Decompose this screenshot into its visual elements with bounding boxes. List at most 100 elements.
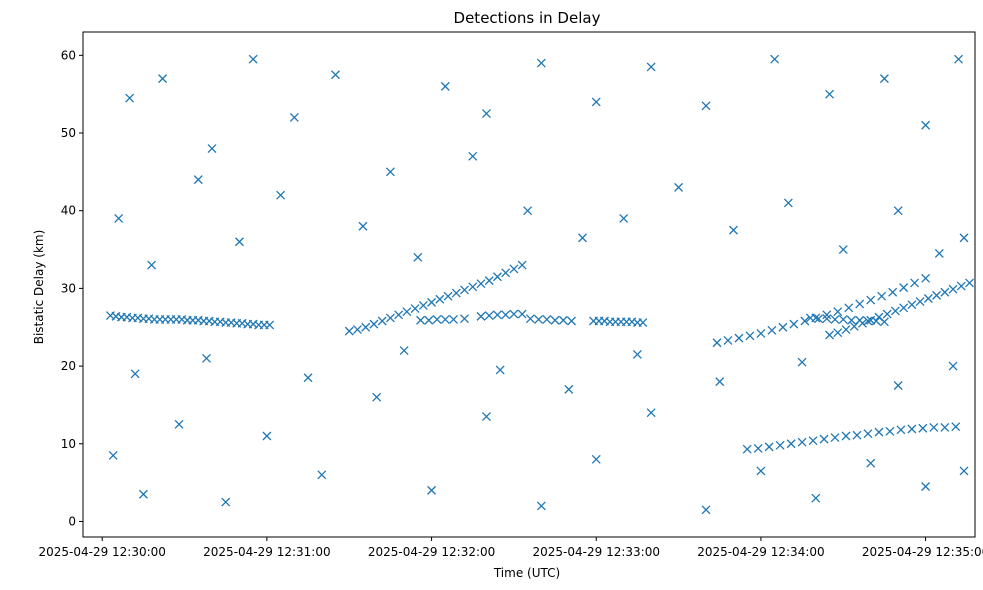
- detection-point: [940, 422, 950, 432]
- detection-point: [822, 314, 832, 324]
- detection-point: [830, 315, 840, 324]
- detection-point: [476, 311, 486, 321]
- detection-point: [262, 431, 272, 441]
- detection-point: [888, 287, 898, 297]
- detection-point: [427, 485, 437, 495]
- detection-point: [847, 315, 856, 325]
- detection-point: [344, 326, 354, 336]
- detection-point: [742, 444, 752, 454]
- detection-point: [756, 466, 766, 476]
- detection-point: [476, 279, 486, 289]
- detection-point: [770, 54, 780, 64]
- detection-point: [879, 317, 889, 327]
- detection-point: [440, 315, 450, 324]
- detection-point: [838, 245, 848, 254]
- detection-point: [646, 408, 656, 418]
- detection-point: [729, 225, 738, 235]
- detection-point: [948, 361, 958, 371]
- detection-point: [932, 290, 942, 300]
- detection-point: [893, 381, 903, 390]
- detection-point: [591, 97, 601, 107]
- detection-point: [536, 58, 546, 68]
- detection-point: [492, 310, 502, 320]
- detection-point: [468, 282, 478, 292]
- y-tick-label: 60: [61, 48, 76, 62]
- detection-point: [402, 307, 412, 317]
- detection-point: [468, 151, 478, 161]
- detection-point: [578, 233, 587, 243]
- detection-point: [525, 314, 535, 324]
- detection-point: [202, 353, 211, 363]
- detection-point: [852, 430, 862, 440]
- detection-point: [940, 287, 950, 297]
- detection-point: [108, 450, 118, 460]
- detection-point: [899, 283, 909, 293]
- detection-point: [361, 322, 371, 332]
- detection-point: [701, 505, 711, 515]
- detection-point: [481, 109, 491, 119]
- detection-point: [775, 440, 785, 450]
- detection-point: [822, 310, 832, 320]
- detection-point: [509, 309, 519, 319]
- detection-point: [789, 319, 799, 329]
- detection-point: [484, 276, 494, 286]
- detection-point: [481, 412, 491, 422]
- detection-point: [372, 392, 382, 402]
- detection-point: [948, 284, 958, 294]
- detection-point: [317, 470, 327, 480]
- detection-point: [638, 318, 648, 328]
- detection-point: [440, 81, 450, 91]
- detection-point: [147, 260, 157, 270]
- x-tick-label: 2025-04-29 12:35:00: [862, 545, 983, 559]
- detection-point: [451, 288, 461, 298]
- detection-point: [377, 316, 387, 326]
- detection-point: [427, 297, 437, 307]
- y-tick-label: 40: [61, 204, 76, 218]
- detection-point: [866, 458, 876, 468]
- detection-point: [778, 322, 788, 332]
- detection-point: [558, 315, 568, 325]
- detection-point: [890, 306, 900, 316]
- detection-point: [874, 427, 884, 437]
- detection-point: [410, 304, 420, 314]
- detection-point: [756, 328, 766, 338]
- detection-point: [385, 167, 395, 177]
- detection-point: [808, 436, 818, 446]
- detection-point: [248, 54, 258, 64]
- detection-point: [501, 310, 511, 320]
- detection-point: [907, 424, 917, 434]
- detection-point: [536, 501, 546, 511]
- detection-point: [358, 221, 368, 231]
- detection-point: [885, 426, 895, 436]
- detection-point: [353, 325, 362, 335]
- detection-point: [866, 295, 876, 305]
- detection-point: [193, 175, 203, 185]
- detection-point: [509, 264, 519, 274]
- detection-point: [369, 319, 379, 329]
- detection-point: [564, 384, 574, 394]
- chart-title: Detections in Delay: [454, 9, 601, 27]
- detection-point: [825, 330, 834, 340]
- detection-point: [715, 377, 725, 387]
- x-tick-label: 2025-04-29 12:31:00: [203, 545, 330, 559]
- detection-point: [833, 307, 843, 317]
- detection-point: [517, 260, 527, 270]
- detection-point: [797, 357, 807, 367]
- detection-point: [265, 320, 275, 330]
- y-tick-label: 50: [61, 126, 76, 140]
- detection-point: [918, 423, 928, 433]
- detection-point: [830, 433, 840, 443]
- detection-point: [921, 482, 931, 491]
- x-axis-label: Time (UTC): [493, 566, 560, 580]
- detection-point: [276, 190, 286, 200]
- detection-point: [899, 303, 909, 313]
- detection-point: [492, 272, 502, 282]
- detection-point: [863, 316, 873, 326]
- detection-point: [965, 278, 974, 288]
- detection-point: [786, 439, 796, 449]
- detection-point: [130, 369, 140, 379]
- x-tick-label: 2025-04-29 12:33:00: [533, 545, 660, 559]
- detection-point: [956, 281, 966, 291]
- detection-point: [619, 214, 629, 223]
- detection-point: [921, 120, 931, 130]
